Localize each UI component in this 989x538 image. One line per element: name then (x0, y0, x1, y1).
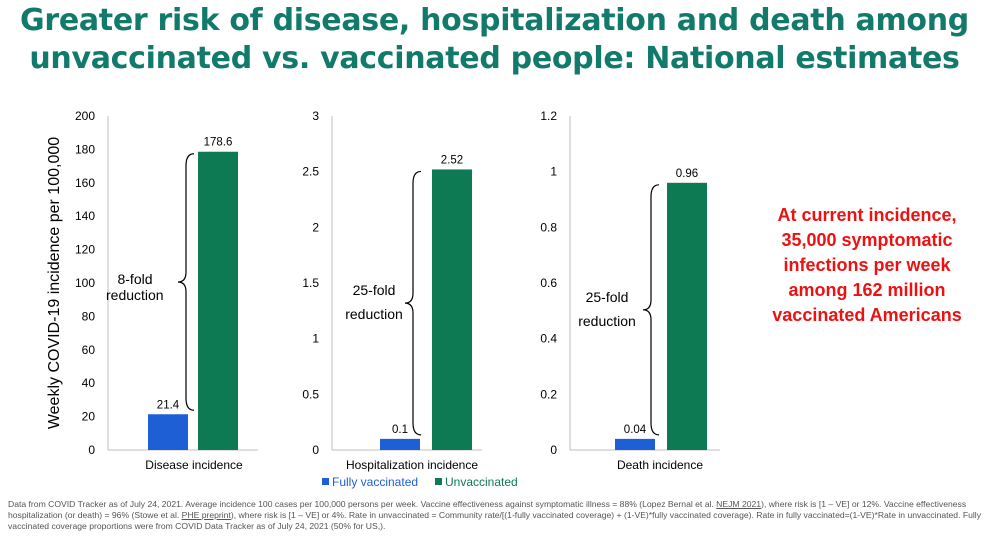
y-tick-label: 0.8 (540, 220, 557, 234)
reduction-brace-1 (177, 153, 195, 411)
y-tick-label: 2 (312, 220, 319, 234)
footnote-part-2: ), where risk is [1 – VE] or 12%. Vaccin… (8, 499, 967, 520)
data-label: 21.4 (157, 399, 180, 411)
y-tick-label: 180 (75, 142, 95, 156)
x-category-label: Hospitalization incidence (346, 458, 478, 472)
y-tick-label: 3 (312, 109, 319, 123)
title-line-1: Greater risk of disease, hospitalization… (20, 3, 969, 38)
annotation-reduction: reduction (578, 313, 636, 329)
data-label: 2.52 (441, 154, 463, 166)
y-tick-label: 1.2 (540, 109, 557, 123)
bar-fully-vaccinated-1 (148, 414, 188, 450)
callout-line-1: At current incidence, (777, 205, 957, 225)
footnote-link-phe[interactable]: PHE preprint (181, 510, 231, 520)
y-tick-label: 0.6 (540, 276, 557, 290)
x-category-label: Disease incidence (145, 458, 243, 472)
x-category-label: Death incidence (617, 458, 703, 472)
y-tick-label: 0.5 (302, 387, 319, 401)
bar-unvaccinated-2 (432, 169, 472, 450)
legend-label-unvaccinated: Unvaccinated (445, 475, 518, 489)
y-tick-label: 20 (82, 410, 96, 424)
callout-line-4: among 162 million (788, 280, 946, 300)
bar-unvaccinated-1 (198, 151, 238, 450)
data-label: 0.1 (392, 424, 408, 436)
legend-label-fully-vaccinated: Fully vaccinated (332, 475, 418, 489)
reduction-brace-3 (642, 184, 660, 436)
y-tick-label: 140 (75, 209, 95, 223)
y-tick-label: 1 (550, 165, 557, 179)
y-tick-label: 0.2 (540, 387, 557, 401)
callout-text: At current incidence, 35,000 symptomatic… (752, 203, 982, 328)
annotation-reduction: reduction (345, 306, 403, 322)
data-label: 0.04 (624, 424, 647, 436)
bar-fully-vaccinated-2 (380, 438, 420, 450)
callout-line-3: infections per week (783, 255, 951, 275)
footnote-part-1: Data from COVID Tracker as of July 24, 2… (8, 499, 717, 509)
y-tick-label: 160 (75, 176, 95, 190)
y-tick-label: 80 (82, 309, 96, 323)
y-tick-label: 1.5 (302, 276, 319, 290)
title-line-2: unvaccinated vs. vaccinated people: Nati… (29, 41, 960, 76)
y-tick-label: 200 (75, 109, 95, 123)
y-tick-label: 0 (312, 443, 319, 457)
slide-title: Greater risk of disease, hospitalization… (0, 2, 989, 78)
annotation-fold: 25-fold (586, 289, 629, 305)
footnote-part-3: ), where risk is [1 – VE] or 4%. Rate in… (8, 510, 982, 531)
y-tick-label: 100 (75, 276, 95, 290)
callout-line-2: 35,000 symptomatic (781, 230, 953, 250)
annotation-fold: 25-fold (353, 282, 396, 298)
footnote: Data from COVID Tracker as of July 24, 2… (8, 499, 983, 532)
bar-unvaccinated-3 (667, 182, 707, 451)
y-tick-label: 0 (550, 443, 557, 457)
y-tick-label: 0.4 (540, 332, 557, 346)
callout-line-5: vaccinated Americans (772, 305, 962, 325)
legend-swatch-fully-vaccinated (322, 478, 329, 485)
reduction-brace-2 (404, 170, 422, 436)
y-tick-label: 40 (82, 376, 96, 390)
footnote-link-nejm[interactable]: NEJM 2021 (716, 499, 762, 509)
bar-charts: 02040608010012014016018020021.4178.6Dise… (46, 109, 720, 489)
y-tick-label: 0 (88, 443, 95, 457)
y-tick-label: 120 (75, 243, 95, 257)
bar-fully-vaccinated-3 (615, 438, 655, 450)
data-label: 178.6 (204, 137, 233, 149)
y-tick-label: 2.5 (302, 165, 319, 179)
y-tick-label: 1 (312, 332, 319, 346)
data-label: 0.96 (676, 168, 698, 180)
y-axis-title: Weekly COVID-19 incidence per 100,000 (46, 137, 63, 429)
legend-swatch-unvaccinated (435, 478, 442, 485)
y-tick-label: 60 (82, 343, 96, 357)
annotation-reduction: reduction (106, 287, 164, 303)
annotation-fold: 8-fold (117, 271, 152, 287)
